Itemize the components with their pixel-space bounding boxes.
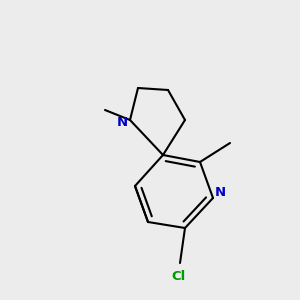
Text: N: N	[116, 116, 128, 128]
Text: Cl: Cl	[171, 271, 185, 284]
Text: N: N	[214, 187, 226, 200]
